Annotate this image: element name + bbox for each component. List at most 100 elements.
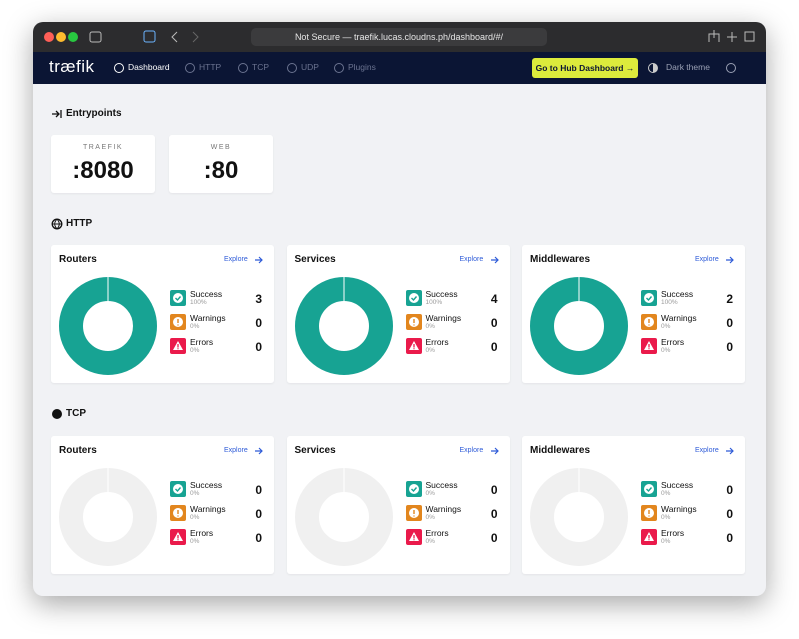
status-count: 0	[490, 531, 498, 545]
status-count: 2	[726, 292, 733, 306]
stat-card: Services Explore Success 0% 0 Warnings 0% 0 Erro…	[286, 436, 510, 574]
donut-chart	[59, 277, 157, 375]
nav-item[interactable]: Dashboard	[128, 62, 170, 72]
status-icon	[170, 481, 186, 497]
donut-chart	[530, 468, 628, 566]
icon-shape	[408, 484, 419, 494]
status-count: 0	[726, 531, 733, 545]
icon-shape	[646, 487, 653, 493]
donut-chart	[530, 277, 628, 375]
icon-shape	[410, 487, 417, 493]
card-title: Middlewares	[530, 254, 591, 265]
status-icon	[405, 529, 422, 545]
status-percent: 0%	[661, 490, 671, 497]
nav-item[interactable]: TCP	[252, 62, 269, 72]
status-label: Success	[425, 289, 458, 299]
stat-card: Middlewares Explore Success 100% 2 Warnings 0%…	[522, 245, 745, 383]
explore-arrow	[726, 256, 734, 264]
nav-item[interactable]: HTTP	[199, 62, 222, 72]
stat-card: Services Explore Success 100% 4 Warnings 0% 0 Er…	[286, 245, 510, 383]
icon-shape	[410, 296, 417, 302]
status-count: 0	[255, 340, 262, 354]
status-label: Warnings	[190, 504, 226, 514]
browser-window: Not Secure — traefik.lucas.cloudns.ph/da…	[33, 22, 766, 596]
content: Entrypoints TRAEFIK:8080 WEB:80 HTTP Routers…	[33, 84, 766, 596]
donut-chart	[59, 468, 157, 566]
status-icon	[405, 290, 422, 306]
status-count: 0	[255, 316, 262, 330]
status-icon	[170, 290, 186, 306]
status-percent: 0%	[190, 514, 200, 521]
stat-card: Routers Explore Success 100% 3 Warnings 0% 0 Err…	[51, 245, 274, 383]
status-percent: 0%	[661, 347, 671, 354]
status-icon	[170, 505, 186, 521]
status-label: Errors	[425, 337, 449, 347]
status-percent: 0%	[190, 538, 200, 545]
nav-icon	[238, 63, 248, 73]
icon-shape	[114, 63, 124, 73]
status-percent: 100%	[661, 299, 678, 306]
hub-button[interactable]: Go to Hub Dashboard →	[532, 58, 638, 78]
status-label: Errors	[661, 337, 685, 347]
icon-shape	[726, 447, 734, 455]
explore-arrow	[726, 447, 734, 455]
explore-link[interactable]: Explore	[224, 256, 248, 263]
icon-shape	[175, 487, 182, 493]
nav-icon	[287, 63, 297, 73]
nav-item[interactable]: Plugins	[348, 62, 376, 72]
section-icon	[51, 218, 63, 230]
status-label: Warnings	[425, 313, 462, 323]
status-icon	[405, 481, 422, 497]
icon-shape	[726, 256, 734, 264]
address-bar[interactable]: Not Secure — traefik.lucas.cloudns.ph/da…	[294, 32, 504, 42]
status-icon	[170, 338, 186, 354]
nav-item[interactable]: UDP	[301, 62, 319, 72]
explore-link[interactable]: Explore	[695, 256, 719, 263]
icon-shape	[644, 484, 654, 494]
status-percent: 100%	[190, 299, 207, 306]
entrypoint-card: WEB:80	[169, 135, 273, 193]
stat-card: Middlewares Explore Success 0% 0 Warnings 0% 0 E…	[522, 436, 745, 574]
status-label: Success	[190, 480, 223, 490]
icon-shape	[173, 484, 183, 494]
explore-link[interactable]: Explore	[695, 447, 719, 454]
theme-icon	[648, 63, 658, 73]
status-percent: 100%	[425, 299, 443, 306]
status-percent: 0%	[425, 490, 435, 497]
icon-shape	[238, 63, 248, 73]
icon-shape	[173, 293, 183, 303]
explore-link[interactable]: Explore	[459, 447, 484, 454]
status-count: 0	[490, 340, 498, 354]
card-title: Services	[294, 445, 336, 456]
nav-icon	[334, 63, 344, 73]
icon-shape	[490, 256, 499, 264]
status-label: Success	[425, 480, 458, 490]
nav-icon	[114, 63, 124, 73]
title-bar: Not Secure — traefik.lucas.cloudns.ph/da…	[33, 22, 766, 52]
status-icon	[641, 314, 657, 330]
status-count: 0	[726, 507, 733, 521]
status-label: Warnings	[425, 504, 462, 514]
status-percent: 0%	[661, 538, 671, 545]
status-label: Errors	[661, 528, 685, 538]
icon-shape	[185, 63, 195, 73]
status-count: 0	[726, 316, 733, 330]
explore-arrow	[490, 256, 499, 264]
status-percent: 0%	[190, 490, 200, 497]
explore-link[interactable]: Explore	[459, 256, 484, 263]
help-icon[interactable]	[725, 62, 737, 74]
section-title: TCP	[66, 408, 86, 419]
status-icon	[405, 338, 422, 354]
icon-shape	[334, 63, 344, 73]
status-count: 0	[255, 531, 262, 545]
explore-link[interactable]: Explore	[224, 447, 248, 454]
icon-shape	[255, 256, 263, 264]
status-count: 0	[726, 340, 733, 354]
status-percent: 0%	[425, 347, 435, 354]
icon-shape	[408, 293, 419, 303]
logo[interactable]: træfik	[49, 57, 95, 76]
theme-toggle[interactable]: Dark theme	[666, 62, 710, 72]
status-percent: 0%	[190, 323, 200, 330]
status-label: Success	[190, 289, 223, 299]
